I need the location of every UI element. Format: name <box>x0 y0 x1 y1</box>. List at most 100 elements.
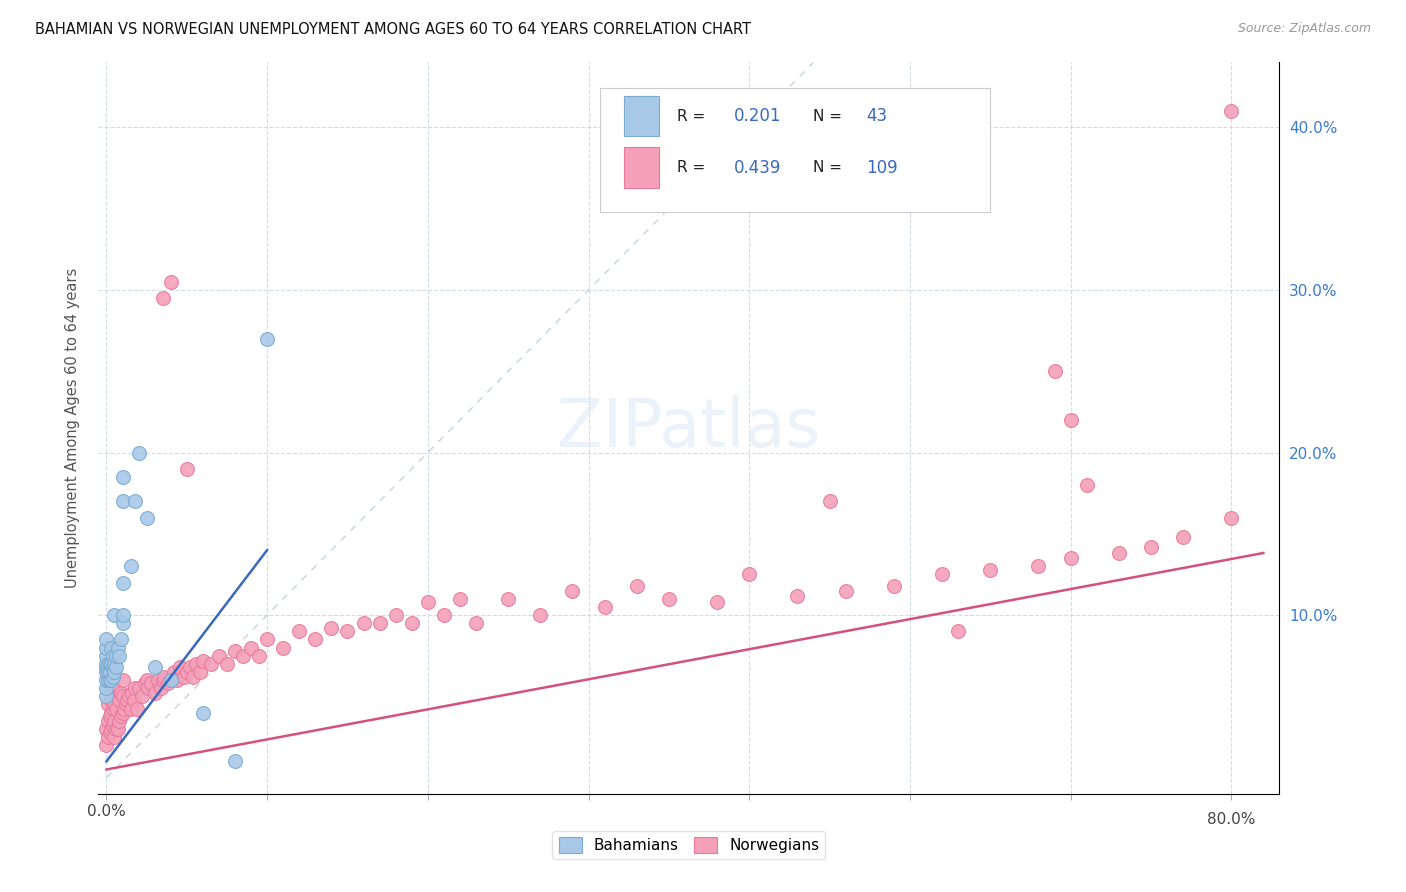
Point <box>143 686 166 700</box>
Point <box>100 722 122 736</box>
Point <box>98 657 121 671</box>
Point <box>232 648 254 663</box>
Point <box>100 706 122 720</box>
Point <box>97 698 120 712</box>
Point <box>97 665 120 679</box>
Point <box>176 665 198 679</box>
Text: 80.0%: 80.0% <box>1208 813 1256 828</box>
Point <box>271 640 294 655</box>
Point <box>1059 551 1081 566</box>
Point <box>561 583 583 598</box>
Point <box>626 579 648 593</box>
Point <box>110 632 132 647</box>
Point <box>101 690 124 704</box>
Point <box>166 673 188 687</box>
Point <box>224 755 246 769</box>
Point <box>111 494 134 508</box>
Point <box>124 494 146 508</box>
Point <box>159 673 181 687</box>
Text: ZIPatlas: ZIPatlas <box>557 395 821 461</box>
Point <box>176 462 198 476</box>
Point <box>103 730 125 744</box>
Text: 0.439: 0.439 <box>734 159 782 177</box>
Point <box>120 559 142 574</box>
Point <box>135 510 157 524</box>
Point <box>191 654 214 668</box>
Point <box>97 673 120 687</box>
Point <box>111 575 134 590</box>
Point <box>112 702 135 716</box>
Point <box>529 608 551 623</box>
Point <box>336 624 359 639</box>
Point <box>103 681 125 696</box>
Point <box>152 291 174 305</box>
Point <box>188 665 211 679</box>
Point <box>1140 540 1163 554</box>
Point <box>111 706 134 720</box>
Text: R =: R = <box>678 160 706 175</box>
Point <box>101 718 124 732</box>
Point <box>658 591 681 606</box>
Point <box>96 690 118 704</box>
Point <box>98 673 121 687</box>
Point <box>353 616 375 631</box>
Y-axis label: Unemployment Among Ages 60 to 64 years: Unemployment Among Ages 60 to 64 years <box>65 268 80 589</box>
Point <box>465 616 488 631</box>
Text: N =: N = <box>813 109 842 124</box>
Point <box>96 673 118 687</box>
Point <box>159 673 181 687</box>
Point <box>124 681 146 696</box>
Text: 43: 43 <box>866 107 887 125</box>
Point <box>111 470 134 484</box>
Point <box>121 686 143 700</box>
Point <box>120 702 142 716</box>
Point <box>103 698 125 712</box>
Point <box>141 676 163 690</box>
Point <box>117 692 139 706</box>
Point <box>215 657 238 671</box>
Point <box>706 595 728 609</box>
Point <box>128 681 150 696</box>
Point <box>103 714 125 728</box>
Bar <box>624 147 659 187</box>
Point <box>156 676 179 690</box>
Point <box>105 648 128 663</box>
Point <box>107 722 129 736</box>
Text: R =: R = <box>678 109 706 124</box>
Point <box>304 632 326 647</box>
Point <box>108 692 131 706</box>
Point <box>1108 546 1130 560</box>
Point <box>401 616 423 631</box>
Point <box>946 624 969 639</box>
Point <box>96 722 118 736</box>
Point <box>1076 478 1098 492</box>
Point <box>101 648 124 663</box>
Point <box>96 665 118 679</box>
Point <box>96 640 118 655</box>
Text: 109: 109 <box>866 159 897 177</box>
Point <box>1059 413 1081 427</box>
Point <box>186 657 208 671</box>
Point <box>125 702 148 716</box>
Point <box>96 738 118 752</box>
Point <box>118 690 141 704</box>
Point <box>883 579 905 593</box>
Point <box>433 608 456 623</box>
Point <box>107 690 129 704</box>
Point <box>101 660 124 674</box>
Point <box>97 730 120 744</box>
Point <box>100 673 122 687</box>
Point <box>163 665 186 679</box>
Point <box>105 660 128 674</box>
Point <box>96 660 118 674</box>
Point <box>200 657 222 671</box>
Point <box>931 567 953 582</box>
Point <box>1028 559 1050 574</box>
Point <box>98 665 121 679</box>
Point <box>97 657 120 671</box>
Point <box>101 702 124 716</box>
Point <box>131 690 153 704</box>
Point <box>159 275 181 289</box>
Point <box>100 657 122 671</box>
Point <box>368 616 391 631</box>
